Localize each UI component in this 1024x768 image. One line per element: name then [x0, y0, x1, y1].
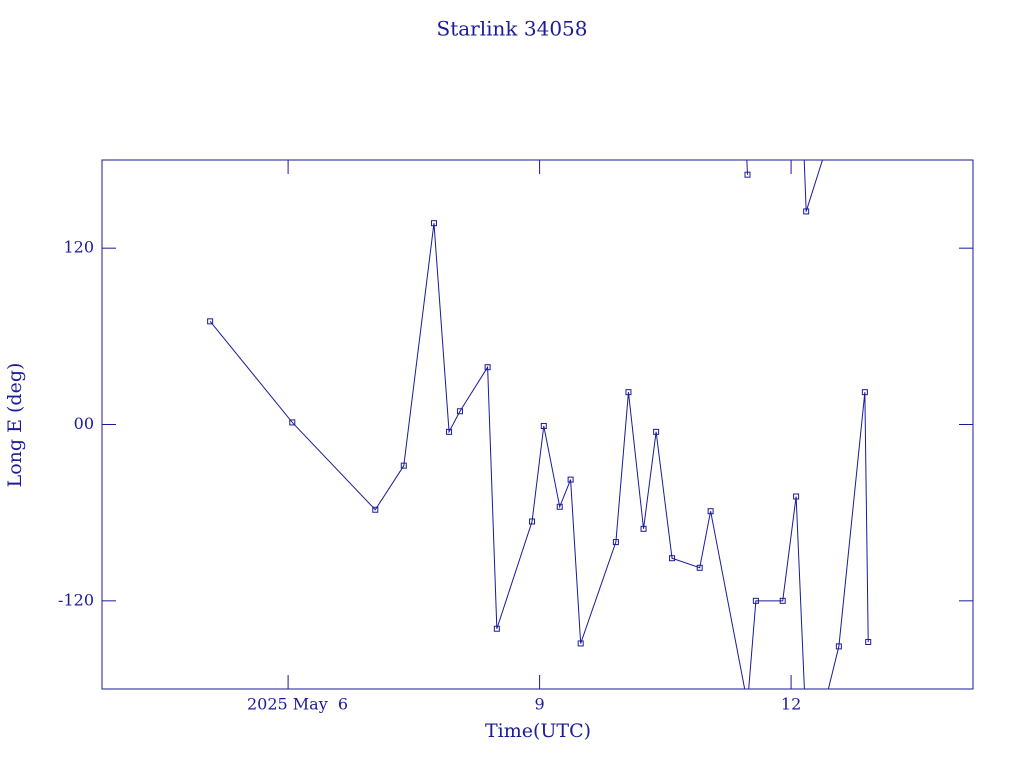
point [803, 208, 810, 215]
x-tick-label: 2025 May 6 [247, 695, 348, 714]
point [669, 555, 676, 562]
point [744, 171, 751, 178]
point [289, 419, 296, 426]
line [209, 160, 869, 689]
x-tick-label: 12 [781, 695, 801, 714]
point [556, 503, 563, 510]
point [577, 640, 584, 647]
plot-area [207, 135, 872, 714]
point [779, 597, 786, 604]
chart-title: Starlink 34058 [437, 17, 588, 41]
point [625, 389, 632, 396]
point [612, 539, 619, 546]
point [743, 135, 748, 140]
point [752, 597, 759, 604]
point [372, 506, 379, 513]
x-tick-label: 9 [535, 695, 545, 714]
point [803, 709, 808, 714]
x-axis-label: Time(UTC) [485, 720, 591, 742]
point [835, 643, 842, 650]
point [793, 493, 800, 500]
point [745, 701, 750, 706]
point [400, 462, 407, 469]
point [430, 220, 437, 227]
point [825, 143, 830, 148]
point [446, 428, 453, 435]
point [801, 143, 806, 148]
y-axis-label: Long E (deg) [4, 363, 26, 488]
y-tick-label: -120 [58, 590, 94, 609]
y-tick-label: 00 [74, 414, 94, 433]
y-tick-label: 120 [63, 238, 94, 257]
point [865, 638, 872, 645]
point [653, 428, 660, 435]
point [529, 518, 536, 525]
point [820, 709, 825, 714]
point [540, 422, 547, 429]
point [493, 625, 500, 632]
point [861, 389, 868, 396]
point [207, 318, 214, 325]
point [484, 364, 491, 371]
point [567, 476, 574, 483]
point [696, 564, 703, 571]
point [456, 408, 463, 415]
point [707, 508, 714, 515]
point [640, 525, 647, 532]
